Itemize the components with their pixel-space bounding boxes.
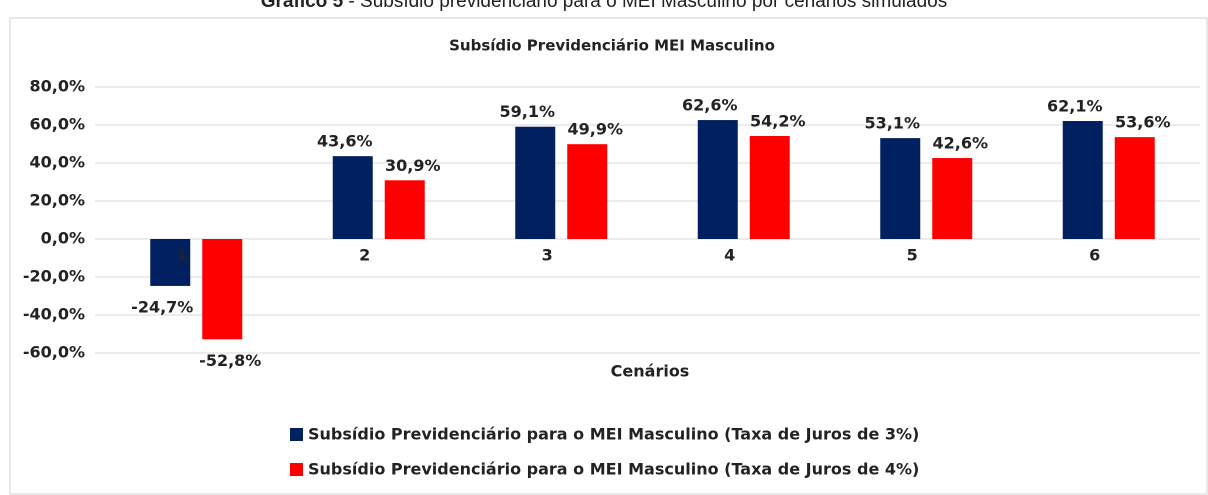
- chart-title: Subsídio Previdenciário MEI Masculino: [449, 37, 775, 55]
- legend-label: Subsídio Previdenciário para o MEI Mascu…: [308, 425, 919, 444]
- bar: [932, 158, 973, 239]
- y-tick-label: 60,0%: [29, 115, 85, 134]
- x-tick-label: 5: [907, 246, 918, 265]
- data-label: 53,1%: [864, 114, 920, 133]
- y-tick-label: -40,0%: [23, 305, 85, 324]
- data-label: 62,6%: [682, 96, 738, 115]
- y-tick-label: -60,0%: [23, 343, 85, 362]
- x-axis-label: Cenários: [611, 362, 690, 381]
- bar: [880, 138, 921, 239]
- legend-label: Subsídio Previdenciário para o MEI Mascu…: [308, 460, 919, 479]
- x-tick-label: 1: [177, 246, 188, 265]
- bar: [567, 144, 608, 239]
- bar: [1062, 121, 1103, 239]
- data-label: 30,9%: [385, 156, 441, 175]
- data-label: 54,2%: [750, 112, 806, 131]
- bar: [697, 120, 738, 239]
- data-label: -24,7%: [131, 297, 193, 316]
- data-label: 59,1%: [499, 102, 555, 121]
- data-label: 42,6%: [932, 134, 988, 153]
- y-tick-label: 20,0%: [29, 191, 85, 210]
- bar: [150, 239, 191, 286]
- data-label: 62,1%: [1047, 97, 1103, 116]
- caption: Gráfico 5 - Subsídio previdenciário para…: [261, 0, 947, 12]
- data-label: 43,6%: [317, 132, 373, 151]
- data-label: 49,9%: [567, 120, 623, 139]
- bar: [202, 239, 243, 340]
- bar: [749, 136, 790, 239]
- y-tick-label: 40,0%: [29, 153, 85, 172]
- y-tick-label: 80,0%: [29, 77, 85, 96]
- legend-swatch: [290, 428, 303, 441]
- x-tick-label: 6: [1089, 246, 1100, 265]
- bar: [332, 156, 373, 239]
- caption-label: Gráfico 5: [261, 0, 344, 12]
- legend-swatch: [290, 463, 303, 476]
- y-tick-label: -20,0%: [23, 267, 85, 286]
- x-tick-label: 4: [724, 246, 735, 265]
- data-label: -52,8%: [199, 351, 261, 370]
- x-tick-label: 2: [359, 246, 370, 265]
- y-tick-label: 0,0%: [41, 229, 85, 248]
- caption-text: - Subsídio previdenciário para o MEI Mas…: [348, 0, 947, 12]
- data-label: 53,6%: [1115, 113, 1171, 132]
- bar: [1114, 137, 1155, 239]
- bar: [384, 180, 425, 239]
- bar: [515, 126, 556, 239]
- x-tick-label: 3: [542, 246, 553, 265]
